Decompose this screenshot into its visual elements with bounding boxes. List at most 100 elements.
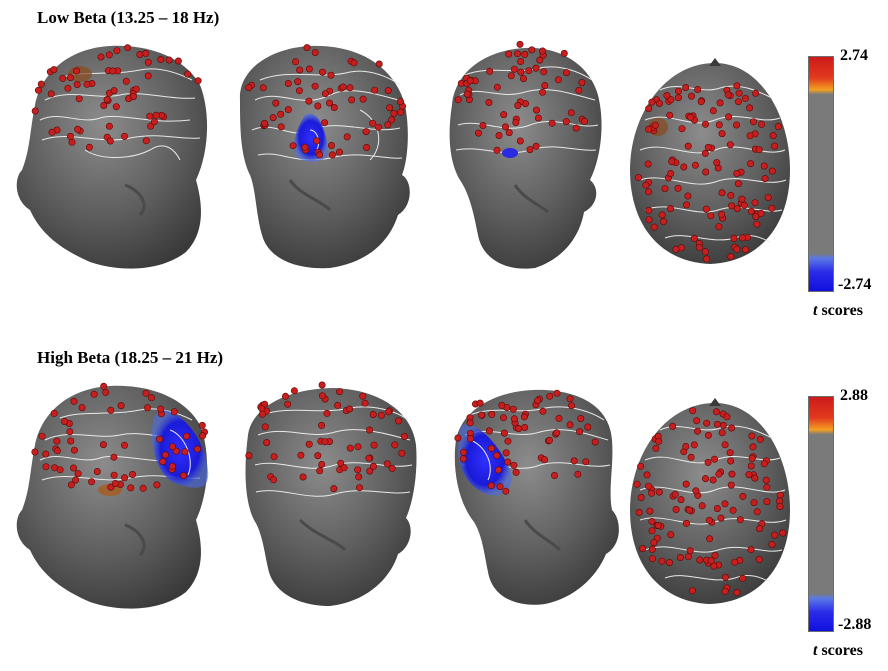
electrode-dot xyxy=(667,531,675,539)
electrode-dot xyxy=(701,475,709,483)
electrode-dot xyxy=(682,84,690,92)
electrode-dot xyxy=(454,434,462,442)
electrode-dot xyxy=(383,460,391,468)
electrode-dot xyxy=(768,204,776,212)
electrode-dot xyxy=(59,74,67,82)
electrode-dot xyxy=(502,487,510,495)
electrode-dot xyxy=(747,462,755,470)
electrode-dot xyxy=(294,78,302,86)
electrode-dot xyxy=(48,128,56,136)
electrode-dot xyxy=(704,458,712,466)
electrode-dot xyxy=(713,159,721,167)
electrode-dot xyxy=(121,132,129,140)
electrode-dot xyxy=(371,86,379,94)
electrode-dot xyxy=(676,554,684,562)
electrode-dot xyxy=(172,447,180,455)
electrode-dot xyxy=(645,125,653,133)
electrode-dot xyxy=(769,132,777,140)
electrode-dot xyxy=(105,122,113,130)
electrode-dot xyxy=(261,423,269,431)
head-map-right-lateral xyxy=(454,389,619,605)
electrode-dot xyxy=(528,46,536,54)
electrode-dot xyxy=(584,423,592,431)
electrode-dot xyxy=(642,181,650,189)
electrode-dot xyxy=(493,452,501,460)
electrode-dot xyxy=(284,106,292,114)
electrode-dot xyxy=(728,470,736,478)
electrode-dot xyxy=(645,188,653,196)
electrode-dot xyxy=(693,417,701,425)
electrode-dot xyxy=(532,142,540,150)
electrode-dot xyxy=(493,83,501,91)
electrode-dot xyxy=(536,56,544,64)
electrode-dot xyxy=(305,65,313,73)
electrode-dot xyxy=(655,100,663,108)
electrode-dot xyxy=(637,462,645,470)
electrode-dot xyxy=(746,104,754,112)
electrode-dot xyxy=(748,432,756,440)
electrode-dot xyxy=(346,444,354,452)
electrode-dot xyxy=(532,106,540,114)
electrode-dot xyxy=(726,141,734,149)
electrode-dot xyxy=(269,114,277,122)
electrode-dot xyxy=(756,525,764,533)
electrode-dot xyxy=(715,121,723,129)
electrode-dot xyxy=(111,480,119,488)
electrode-dot xyxy=(709,476,717,484)
electrode-dot xyxy=(753,220,761,228)
electrode-dot xyxy=(495,132,503,140)
electrode-dot xyxy=(730,234,738,242)
electrode-dot xyxy=(258,410,266,418)
electrode-dot xyxy=(47,90,55,98)
electrode-dot xyxy=(510,415,518,423)
electrode-dot xyxy=(354,466,362,474)
electrode-dot xyxy=(562,118,570,126)
electrode-dot xyxy=(648,527,656,535)
electrode-dot xyxy=(703,419,711,427)
electrode-dot xyxy=(515,425,523,433)
electrode-dot xyxy=(526,146,534,154)
electrodes-top xyxy=(31,40,782,263)
electrode-dot xyxy=(692,487,700,495)
electrode-dot xyxy=(301,143,309,151)
electrode-dot xyxy=(694,86,702,94)
electrode-dot xyxy=(685,506,693,514)
electrode-dot xyxy=(718,429,726,437)
electrode-dot xyxy=(318,381,326,389)
electrode-dot xyxy=(727,253,735,261)
electrode-dot xyxy=(488,410,496,418)
electrode-dot xyxy=(60,418,68,426)
electrode-dot xyxy=(688,587,696,595)
electrode-dot xyxy=(702,168,710,176)
electrode-dot xyxy=(199,432,207,440)
electrode-dot xyxy=(83,80,91,88)
electrode-dot xyxy=(363,144,371,152)
electrode-dot xyxy=(487,444,495,452)
low-beta-panel: Low Beta (13.25 – 18 Hz) xyxy=(0,0,888,331)
electrode-dot xyxy=(516,137,524,145)
electrode-dot xyxy=(633,480,641,488)
electrode-dot xyxy=(746,132,754,140)
electrode-dot xyxy=(671,490,679,498)
electrode-dot xyxy=(761,175,769,183)
electrode-dot xyxy=(78,404,86,412)
electrode-dot xyxy=(707,557,715,565)
electrode-dot xyxy=(105,51,113,59)
electrode-dot xyxy=(31,107,39,115)
electrode-dot xyxy=(305,97,313,105)
electrode-dot xyxy=(763,498,771,506)
electrode-dot xyxy=(148,394,156,402)
electrode-dot xyxy=(750,499,758,507)
electrode-dot xyxy=(650,223,658,231)
electrode-dot xyxy=(672,245,680,253)
electrode-dot xyxy=(745,471,753,479)
electrode-dot xyxy=(397,108,405,116)
electrode-dot xyxy=(739,574,747,582)
electrode-dot xyxy=(562,69,570,77)
electrode-dot xyxy=(498,401,506,409)
electrode-dot xyxy=(553,429,561,437)
electrode-dot xyxy=(715,470,723,478)
electrode-dot xyxy=(150,118,158,126)
electrode-dot xyxy=(712,408,720,416)
electrode-dot xyxy=(327,71,335,79)
